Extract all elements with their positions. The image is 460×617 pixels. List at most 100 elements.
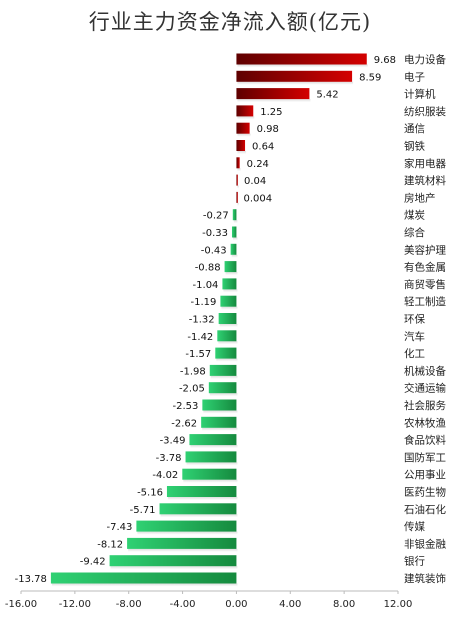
bar [50, 572, 237, 584]
bar [224, 261, 237, 273]
category-label: 商贸零售 [404, 278, 446, 291]
bar [159, 503, 237, 515]
value-label: -7.43 [107, 522, 133, 533]
category-label: 美容护理 [404, 243, 446, 256]
bar [236, 157, 240, 169]
category-label: 农林牧渔 [404, 416, 446, 429]
category-label: 建筑装饰 [404, 572, 446, 585]
bar [231, 226, 237, 238]
category-label: 交通运输 [404, 382, 446, 395]
category-label: 国防军工 [404, 451, 446, 464]
bar [215, 347, 237, 359]
bar [109, 555, 237, 567]
bar-shadow [225, 272, 238, 276]
category-label: 通信 [404, 123, 425, 135]
category-label: 医药生物 [404, 486, 446, 499]
x-tick-label: 8.00 [333, 599, 355, 610]
bar [136, 520, 237, 532]
category-label: 电子 [404, 70, 425, 83]
bar-shadow [202, 427, 238, 431]
value-label: -0.33 [202, 228, 228, 239]
category-label: 汽车 [404, 330, 425, 343]
bar [217, 330, 237, 342]
bar [202, 399, 237, 411]
value-label: -13.78 [15, 574, 47, 585]
value-label: 0.64 [252, 142, 274, 153]
value-label: 9.68 [374, 55, 396, 66]
bar-shadow [231, 254, 238, 258]
category-label: 有色金属 [404, 261, 446, 274]
value-label: -1.04 [193, 280, 219, 291]
bar-shadow [209, 393, 238, 397]
bar-shadow [237, 151, 247, 154]
bar-shadow [237, 133, 251, 137]
x-tick-label: 0.00 [225, 599, 247, 610]
bar [236, 105, 254, 117]
bar [201, 416, 237, 428]
bar-shadow [223, 289, 238, 293]
category-label: 家用电器 [404, 157, 446, 170]
bar-shadow [210, 375, 238, 379]
value-label: -5.16 [137, 488, 163, 499]
bar [182, 468, 237, 480]
bar-shadow [237, 168, 241, 172]
bar [236, 191, 238, 203]
category-label: 化工 [404, 347, 425, 360]
bar [236, 88, 310, 100]
category-label: 石油石化 [404, 503, 446, 516]
category-label: 机械设备 [404, 364, 446, 377]
category-label: 钢铁 [404, 140, 425, 153]
category-label: 纺织服装 [404, 105, 446, 118]
bar-shadow [233, 220, 238, 224]
bar-shadow [167, 497, 238, 500]
bar-shadow [232, 237, 238, 241]
value-label: 0.04 [244, 176, 266, 187]
value-label: -1.98 [180, 366, 206, 377]
bar [127, 537, 237, 549]
x-tick-label: 4.00 [279, 599, 301, 610]
bar [230, 243, 237, 255]
value-label: 0.98 [257, 124, 279, 135]
bar-shadow [237, 99, 311, 103]
bar-shadow [221, 306, 238, 310]
value-label: -1.57 [185, 349, 211, 360]
bar-shadow [110, 566, 238, 570]
category-label: 公用事业 [404, 468, 446, 481]
category-label: 轻工制造 [404, 295, 446, 308]
value-label: -2.05 [179, 384, 205, 395]
value-label: -3.49 [160, 436, 186, 447]
value-label: 0.004 [243, 193, 272, 204]
bar [222, 278, 237, 290]
value-label: -9.42 [80, 557, 106, 568]
value-label: 0.24 [247, 159, 269, 170]
bar-shadow [186, 462, 238, 466]
value-label: -0.43 [201, 245, 227, 256]
value-label: -1.32 [189, 315, 215, 326]
value-label: -1.19 [191, 297, 217, 308]
value-label: -0.27 [203, 211, 229, 222]
category-label: 食品饮料 [404, 434, 446, 447]
value-label: -2.62 [171, 418, 197, 429]
category-label: 综合 [404, 226, 425, 239]
value-label: 1.25 [260, 107, 282, 118]
value-label: 5.42 [316, 90, 338, 101]
value-label: -8.12 [97, 539, 123, 550]
bar [208, 382, 237, 394]
bar [189, 434, 237, 446]
x-tick-label: -4.00 [170, 599, 196, 610]
bar-shadow [218, 341, 238, 345]
x-tick-label: -12.00 [59, 599, 91, 610]
bar-shadow [128, 548, 238, 552]
bar [220, 295, 237, 307]
category-label: 煤炭 [404, 209, 425, 222]
value-label: -5.71 [130, 505, 156, 516]
value-label: 8.59 [359, 72, 381, 83]
bar-shadow [237, 81, 354, 85]
bar-shadow [237, 185, 239, 189]
bar [218, 313, 237, 324]
bar-shadow [216, 358, 238, 362]
bar-shadow [237, 202, 239, 206]
category-label: 社会服务 [404, 399, 446, 412]
category-label: 银行 [404, 555, 425, 568]
